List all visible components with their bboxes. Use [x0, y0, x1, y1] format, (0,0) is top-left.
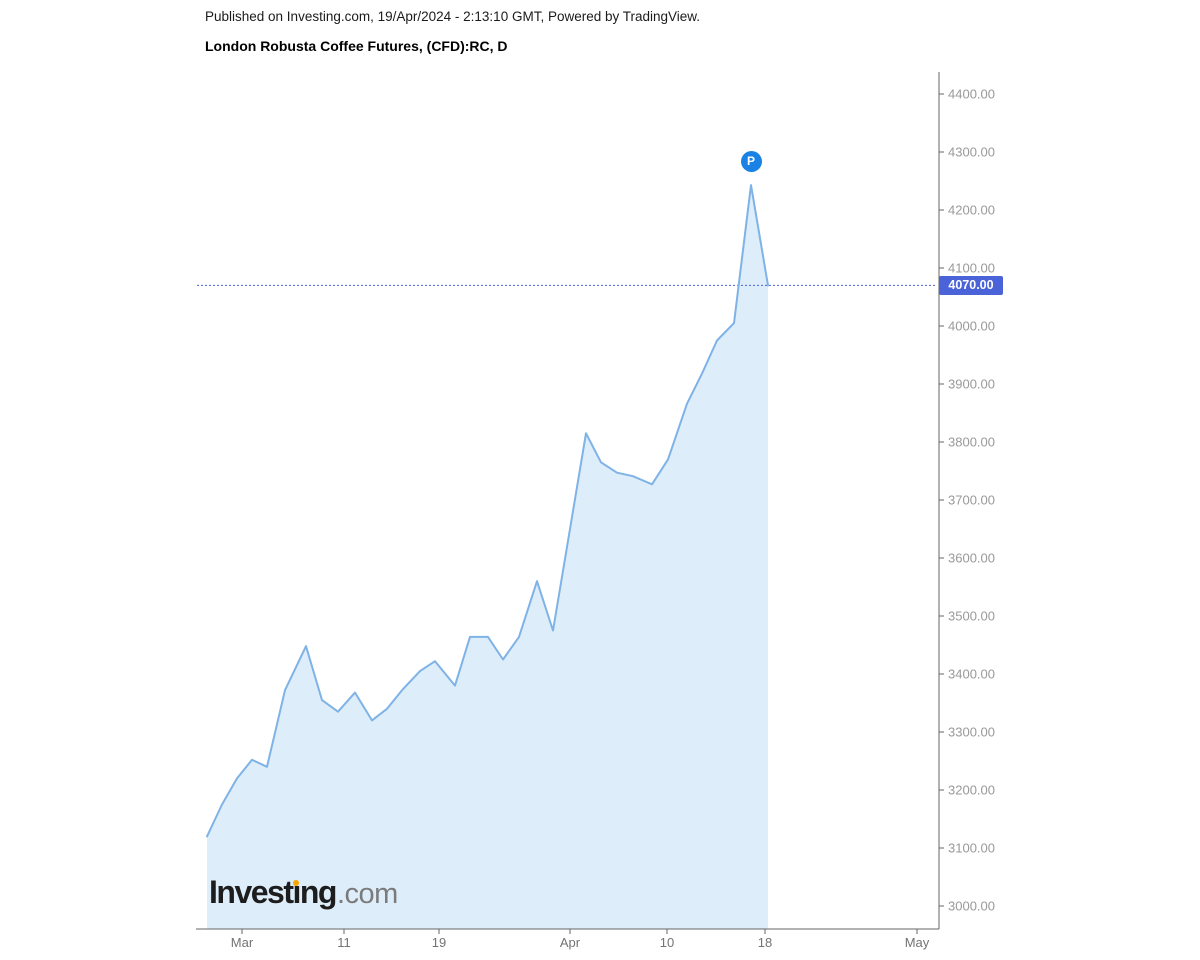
y-axis-tick-label: 3400.00: [948, 667, 995, 682]
x-axis-tick-label: 18: [758, 935, 772, 950]
y-axis-tick-label: 3900.00: [948, 377, 995, 392]
x-axis-tick-label: 19: [432, 935, 446, 950]
y-axis-tick-label: 3000.00: [948, 899, 995, 914]
last-price-label: 4070.00: [939, 275, 1003, 295]
y-axis-tick-label: 3100.00: [948, 841, 995, 856]
y-axis-tick-label: 3500.00: [948, 609, 995, 624]
y-axis-tick-label: 4000.00: [948, 319, 995, 334]
x-axis-tick-label: Mar: [231, 935, 254, 950]
logo-text: Investı ng: [209, 874, 337, 910]
published-line: Published on Investing.com, 19/Apr/2024 …: [205, 9, 701, 24]
y-axis-tick-label: 3700.00: [948, 493, 995, 508]
x-axis-tick-label: 11: [337, 935, 351, 950]
x-axis-tick-label: Apr: [560, 935, 581, 950]
chart-title: London Robusta Coffee Futures, (CFD):RC,…: [205, 38, 508, 54]
peak-p-marker[interactable]: P: [740, 150, 762, 172]
x-axis-tick-label: 10: [660, 935, 674, 950]
y-axis-tick-label: 3800.00: [948, 435, 995, 450]
y-axis-tick-label: 3300.00: [948, 725, 995, 740]
y-axis-tick-label: 3200.00: [948, 783, 995, 798]
y-axis-tick-label: 3600.00: [948, 551, 995, 566]
logo-com-suffix: .com: [336, 878, 398, 910]
y-axis-tick-label: 4100.00: [948, 261, 995, 276]
y-axis-tick-label: 4400.00: [948, 87, 995, 102]
y-axis-tick-label: 4200.00: [948, 203, 995, 218]
price-area: [207, 185, 768, 930]
investing-logo: Investı ng .com: [209, 874, 398, 911]
x-axis-tick-label: May: [905, 935, 930, 950]
price-line: [206, 184, 769, 838]
y-axis-tick-label: 4300.00: [948, 145, 995, 160]
